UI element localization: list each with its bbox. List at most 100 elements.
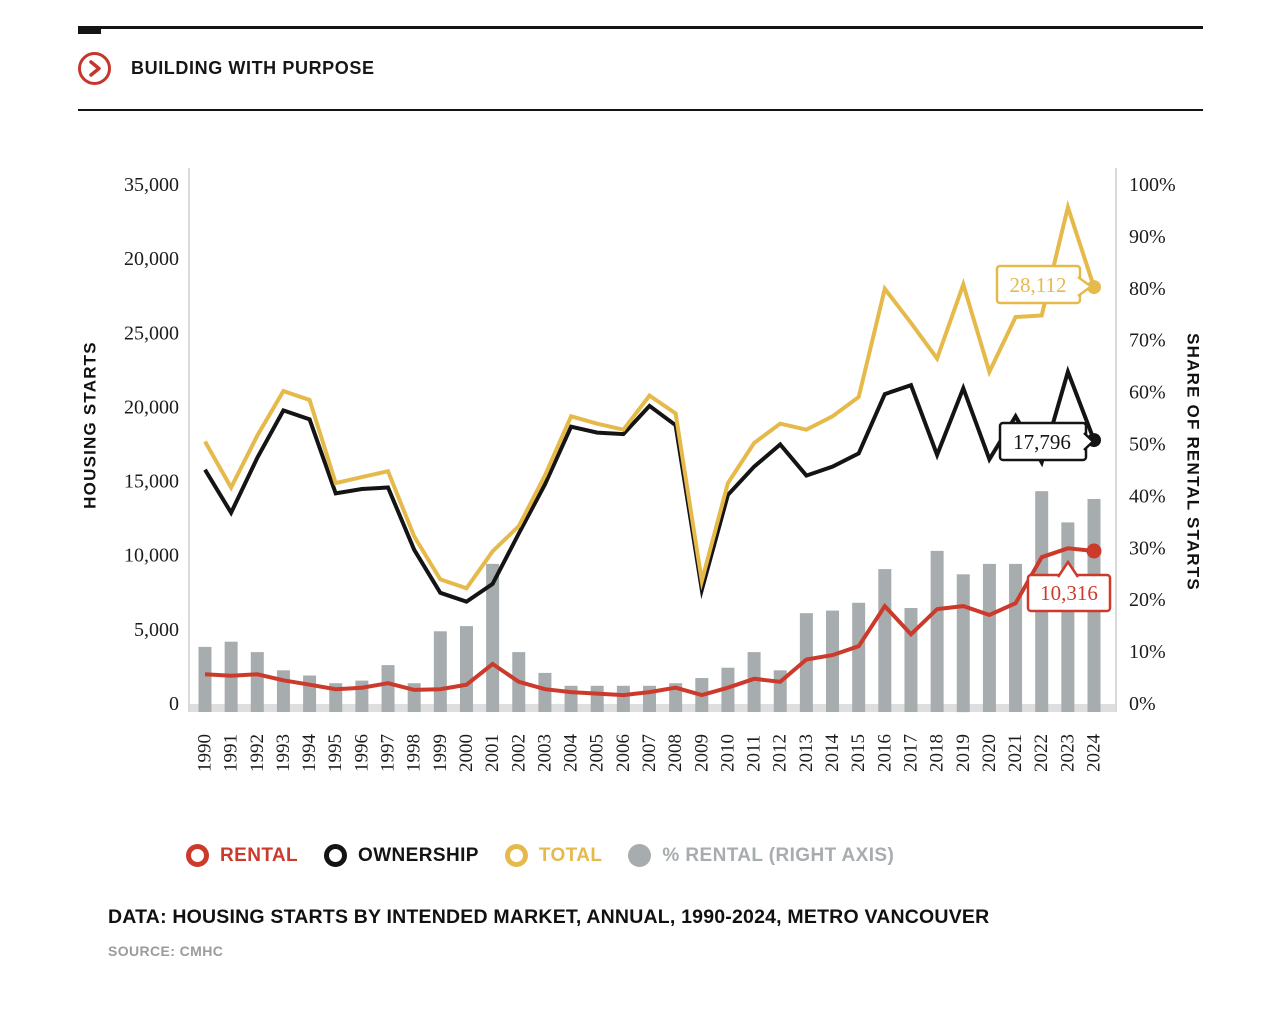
circle-arrow-icon xyxy=(78,52,111,85)
pct-rental-bar-1999 xyxy=(433,631,447,712)
y-axis-tick-label-left: 15,000 xyxy=(124,471,179,493)
y-axis-tick-label-left: 0 xyxy=(169,693,179,715)
legend-label: RENTAL xyxy=(220,844,299,866)
legend-ring-icon xyxy=(324,844,348,867)
x-axis-year-label: 1990 xyxy=(195,734,216,772)
x-axis-year-label: 1996 xyxy=(351,734,372,772)
rental-callout-label: 10,316 xyxy=(1040,581,1098,605)
x-axis-year-label: 2017 xyxy=(900,734,921,772)
y-axis-tick-label-right: 70% xyxy=(1129,330,1166,352)
pct-rental-bar-2021 xyxy=(1009,563,1023,712)
x-axis-year-label: 2010 xyxy=(717,734,738,772)
pct-rental-bar-2019 xyxy=(956,574,970,713)
x-axis-year-label: 2006 xyxy=(613,734,634,772)
x-axis-year-label: 2003 xyxy=(534,734,555,772)
pct-rental-bar-2003 xyxy=(538,672,552,712)
x-axis-year-label: 2019 xyxy=(953,734,974,772)
pct-rental-bar-2005 xyxy=(590,685,604,712)
pct-rental-bar-2017 xyxy=(904,608,918,712)
rental-endpoint-dot xyxy=(1086,543,1102,559)
left-axis-title: HOUSING STARTS xyxy=(81,341,100,509)
x-axis-year-label: 2001 xyxy=(482,734,503,772)
legend-item-rental: RENTAL xyxy=(186,844,298,867)
pct-rental-bar-2015 xyxy=(852,602,866,712)
total-callout-label: 28,112 xyxy=(1010,273,1067,297)
right-axis-title: SHARE OF RENTAL STARTS xyxy=(1184,333,1203,591)
x-axis-year-label: 2007 xyxy=(639,734,660,772)
total-line xyxy=(203,199,1096,591)
ownership-line xyxy=(203,365,1096,604)
pct-rental-bar-1992 xyxy=(250,652,264,712)
top-rule-accent xyxy=(78,26,101,34)
x-axis-year-label: 1999 xyxy=(430,734,451,772)
y-axis-tick-label-right: 30% xyxy=(1129,537,1166,559)
page-title: BUILDING WITH PURPOSE xyxy=(131,58,375,78)
x-axis-year-label: 2005 xyxy=(587,734,608,772)
legend-ring-icon xyxy=(186,844,209,867)
pct-rental-bar-1993 xyxy=(276,670,290,712)
pct-rental-bar-2016 xyxy=(878,569,892,712)
total-endpoint-dot xyxy=(1087,280,1101,295)
x-axis-year-label: 2012 xyxy=(770,734,791,772)
x-axis-year-label: 1998 xyxy=(404,734,425,772)
x-axis-year-label: 2020 xyxy=(979,734,1000,772)
x-axis-year-label: 2021 xyxy=(1005,734,1026,772)
y-axis-tick-label-right: 0% xyxy=(1129,693,1156,715)
y-axis-tick-label-left: 25,000 xyxy=(124,322,179,344)
x-axis-year-label: 2000 xyxy=(456,734,477,772)
x-axis-year-label: 2023 xyxy=(1057,734,1078,772)
pct-rental-bar-2013 xyxy=(799,613,813,712)
x-axis-year-label: 2002 xyxy=(508,734,529,772)
legend-ring-icon xyxy=(504,844,528,867)
pct-rental-bar-2010 xyxy=(721,667,735,712)
source-caption: SOURCE: CMHC xyxy=(108,943,224,959)
legend-item-ownership: OWNERSHIP xyxy=(324,844,479,867)
pct-rental-bar-2001 xyxy=(486,563,500,712)
y-axis-tick-label-right: 80% xyxy=(1129,278,1166,300)
y-axis-tick-label-left: 5,000 xyxy=(134,619,179,641)
y-axis-tick-label-left: 35,000 xyxy=(124,174,179,196)
x-axis-year-label: 1995 xyxy=(325,734,346,772)
y-axis-tick-label-right: 40% xyxy=(1129,485,1166,507)
header-divider xyxy=(78,109,1203,111)
pct-rental-bar-2018 xyxy=(930,550,944,712)
x-axis-year-label: 2024 xyxy=(1083,734,1104,773)
x-axis-year-label: 1997 xyxy=(378,734,399,772)
x-axis-year-label: 2022 xyxy=(1031,734,1052,772)
pct-rental-bar-2014 xyxy=(826,610,840,712)
x-axis-year-label: 2015 xyxy=(848,734,869,772)
pct-rental-bar-2006 xyxy=(616,685,630,712)
x-axis-year-label: 2009 xyxy=(691,734,712,772)
y-axis-tick-label-right: 100% xyxy=(1129,174,1176,196)
rental-callout-pointer xyxy=(1056,559,1080,578)
ownership-callout-pointer xyxy=(1083,432,1095,451)
y-axis-tick-label-right: 10% xyxy=(1129,641,1166,663)
legend-item-total: TOTAL xyxy=(504,844,603,867)
x-axis-year-label: 2004 xyxy=(561,734,582,773)
x-axis-year-label: 2018 xyxy=(927,734,948,772)
x-axis-year-label: 2013 xyxy=(796,734,817,772)
x-axis-year-label: 2016 xyxy=(874,734,895,772)
top-rule xyxy=(78,26,1203,29)
ownership-callout-label: 17,796 xyxy=(1013,430,1071,454)
pct-rental-bar-1990 xyxy=(198,646,212,712)
legend-label: TOTAL xyxy=(538,844,603,866)
legend-dot-icon xyxy=(628,844,652,867)
total-callout-pointer xyxy=(1077,275,1094,298)
legend-item-rental-right-axis: % RENTAL (RIGHT AXIS) xyxy=(628,844,894,867)
x-axis-year-label: 1991 xyxy=(221,734,242,772)
pct-rental-bar-2011 xyxy=(747,652,761,712)
y-axis-tick-label-right: 50% xyxy=(1129,434,1166,456)
chevron-right-icon xyxy=(89,60,101,77)
pct-rental-bar-2020 xyxy=(982,563,996,712)
chart-legend: RENTAL OWNERSHIP TOTAL % RENTAL (RIGHT AXIS… xyxy=(186,844,894,867)
y-axis-tick-label-left: 10,000 xyxy=(124,545,179,567)
y-axis-tick-label-left: 20,000 xyxy=(124,248,179,270)
pct-rental-bar-1994 xyxy=(303,675,317,712)
x-axis-year-label: 2014 xyxy=(822,734,843,773)
y-axis-tick-label-right: 20% xyxy=(1129,589,1166,611)
y-axis-tick-label-left: 20,000 xyxy=(124,396,179,418)
rental-line xyxy=(204,546,1095,698)
y-axis-tick-label-right: 90% xyxy=(1129,226,1166,248)
y-axis-tick-label-right: 60% xyxy=(1129,382,1166,404)
